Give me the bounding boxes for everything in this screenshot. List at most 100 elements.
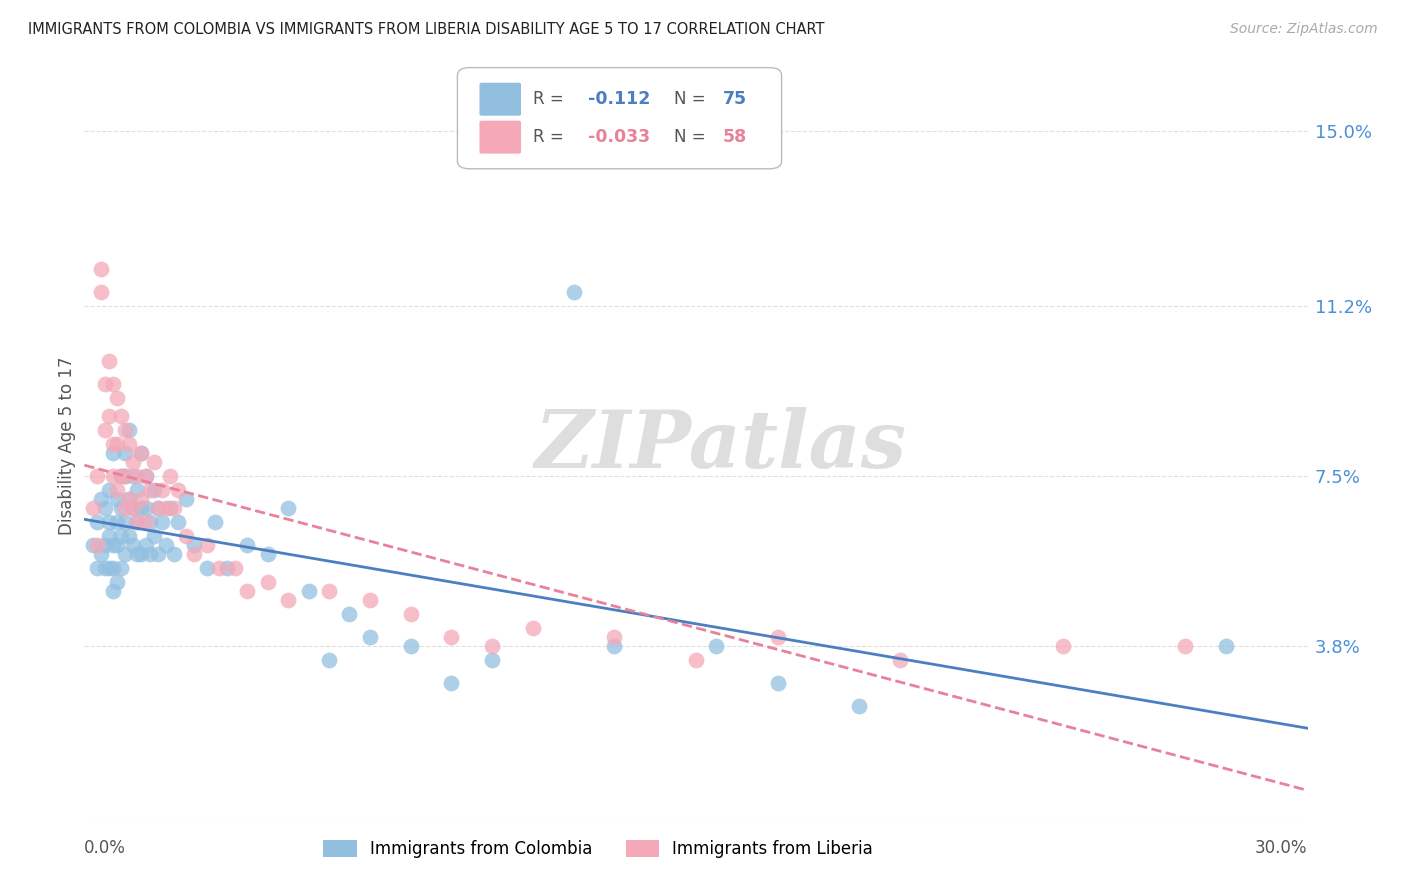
- Point: [257, 547, 280, 561]
- Point: [146, 547, 169, 561]
- Point: [440, 675, 463, 690]
- Point: [167, 515, 190, 529]
- Point: [101, 561, 124, 575]
- Point: [174, 491, 197, 506]
- Point: [155, 538, 177, 552]
- Point: [118, 423, 141, 437]
- Point: [298, 583, 321, 598]
- Point: [122, 501, 145, 516]
- Point: [105, 538, 128, 552]
- Point: [93, 501, 115, 516]
- Point: [82, 501, 104, 516]
- Point: [138, 547, 160, 561]
- Point: [101, 583, 124, 598]
- Point: [86, 468, 108, 483]
- Point: [122, 468, 145, 483]
- Point: [150, 483, 173, 497]
- Point: [481, 639, 503, 653]
- Point: [131, 491, 153, 506]
- Text: ZIPatlas: ZIPatlas: [534, 408, 907, 484]
- Point: [101, 436, 124, 450]
- Point: [90, 547, 112, 561]
- Point: [122, 455, 145, 469]
- Point: [359, 630, 381, 644]
- Point: [135, 501, 157, 516]
- Point: [163, 547, 186, 561]
- FancyBboxPatch shape: [479, 120, 522, 153]
- Point: [110, 468, 132, 483]
- Point: [114, 423, 136, 437]
- Point: [105, 515, 128, 529]
- Point: [236, 583, 259, 598]
- Point: [131, 547, 153, 561]
- Point: [1215, 639, 1237, 653]
- Point: [138, 515, 160, 529]
- Point: [97, 561, 120, 575]
- Point: [766, 630, 789, 644]
- Point: [150, 515, 173, 529]
- Point: [105, 436, 128, 450]
- Point: [114, 501, 136, 516]
- Point: [848, 698, 870, 713]
- Point: [208, 561, 231, 575]
- Text: Source: ZipAtlas.com: Source: ZipAtlas.com: [1230, 22, 1378, 37]
- Point: [204, 515, 226, 529]
- Point: [122, 501, 145, 516]
- Point: [706, 639, 728, 653]
- Text: 0.0%: 0.0%: [84, 839, 127, 857]
- Point: [159, 501, 181, 516]
- Point: [183, 538, 205, 552]
- Point: [97, 354, 120, 368]
- Point: [183, 547, 205, 561]
- Point: [127, 515, 149, 529]
- Text: N =: N =: [673, 128, 711, 146]
- Point: [97, 528, 120, 542]
- Point: [155, 501, 177, 516]
- Point: [522, 621, 544, 635]
- Point: [97, 515, 120, 529]
- Point: [118, 436, 141, 450]
- FancyBboxPatch shape: [457, 68, 782, 169]
- Point: [127, 468, 149, 483]
- Point: [127, 515, 149, 529]
- Point: [118, 528, 141, 542]
- Point: [318, 583, 340, 598]
- Point: [127, 547, 149, 561]
- Point: [138, 483, 160, 497]
- Point: [93, 376, 115, 391]
- Point: [105, 483, 128, 497]
- Point: [135, 468, 157, 483]
- Point: [217, 561, 239, 575]
- Point: [889, 653, 911, 667]
- Text: R =: R =: [533, 90, 569, 108]
- Text: -0.033: -0.033: [588, 128, 651, 146]
- Point: [110, 561, 132, 575]
- Point: [86, 515, 108, 529]
- Point: [101, 468, 124, 483]
- Point: [86, 561, 108, 575]
- Point: [562, 285, 585, 299]
- Point: [105, 574, 128, 589]
- Text: -0.112: -0.112: [588, 90, 651, 108]
- Point: [127, 483, 149, 497]
- Point: [131, 446, 153, 460]
- Point: [481, 653, 503, 667]
- Point: [1052, 639, 1074, 653]
- Point: [101, 376, 124, 391]
- Text: R =: R =: [533, 128, 569, 146]
- Point: [97, 409, 120, 424]
- Point: [93, 423, 115, 437]
- Point: [399, 607, 422, 621]
- Text: 30.0%: 30.0%: [1256, 839, 1308, 857]
- Point: [277, 501, 299, 516]
- Point: [318, 653, 340, 667]
- Point: [766, 675, 789, 690]
- Point: [142, 455, 165, 469]
- Point: [118, 491, 141, 506]
- Point: [114, 515, 136, 529]
- Point: [257, 574, 280, 589]
- Point: [236, 538, 259, 552]
- Point: [603, 639, 626, 653]
- Legend: Immigrants from Colombia, Immigrants from Liberia: Immigrants from Colombia, Immigrants fro…: [316, 833, 880, 864]
- Point: [440, 630, 463, 644]
